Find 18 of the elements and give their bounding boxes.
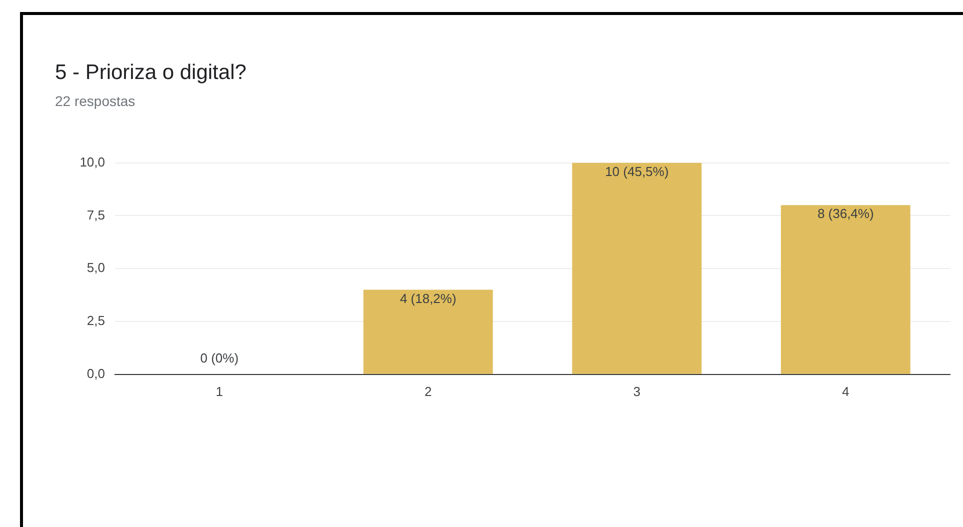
chart-subtitle: 22 respostas (55, 93, 136, 109)
x-tick-label: 1 (216, 384, 223, 399)
data-label: 10 (45,5%) (605, 164, 669, 179)
y-tick-label: 10,0 (80, 154, 105, 170)
y-tick-label: 5,0 (86, 260, 105, 276)
bar (363, 290, 493, 374)
x-tick-label: 3 (633, 384, 640, 399)
y-tick-label: 2,5 (86, 313, 105, 328)
data-label: 8 (36,4%) (817, 206, 874, 222)
bar (572, 162, 702, 374)
bar (780, 205, 910, 374)
data-label: 0 (0%) (200, 350, 239, 366)
y-tick-label: 0,0 (86, 366, 105, 381)
y-tick-label: 7,5 (86, 207, 105, 222)
data-label: 4 (18,2%) (400, 290, 456, 306)
x-tick-label: 4 (842, 384, 850, 399)
x-tick-label: 2 (424, 384, 432, 399)
chart-title: 5 - Prioriza o digital? (55, 61, 246, 85)
